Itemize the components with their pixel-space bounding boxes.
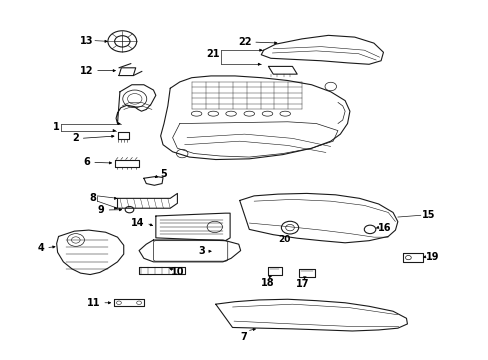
Text: 8: 8 (89, 193, 96, 203)
Text: 18: 18 (260, 278, 274, 288)
Text: 3: 3 (198, 246, 205, 256)
Text: 20: 20 (278, 235, 290, 244)
Text: 17: 17 (296, 279, 309, 289)
Text: 11: 11 (87, 298, 101, 308)
Text: 4: 4 (38, 243, 44, 253)
Text: 5: 5 (160, 168, 166, 179)
Text: 9: 9 (98, 205, 104, 215)
Text: 7: 7 (240, 332, 246, 342)
Text: 10: 10 (171, 267, 184, 277)
Text: 19: 19 (425, 252, 438, 262)
Text: 13: 13 (80, 36, 93, 46)
Text: 15: 15 (421, 210, 434, 220)
Text: 1: 1 (53, 122, 60, 132)
Text: 16: 16 (377, 222, 390, 233)
Text: 14: 14 (131, 218, 144, 228)
Text: 12: 12 (80, 66, 93, 76)
Text: 21: 21 (205, 49, 219, 59)
Text: 22: 22 (238, 37, 251, 47)
Text: 2: 2 (72, 133, 79, 143)
Text: 6: 6 (83, 157, 90, 167)
